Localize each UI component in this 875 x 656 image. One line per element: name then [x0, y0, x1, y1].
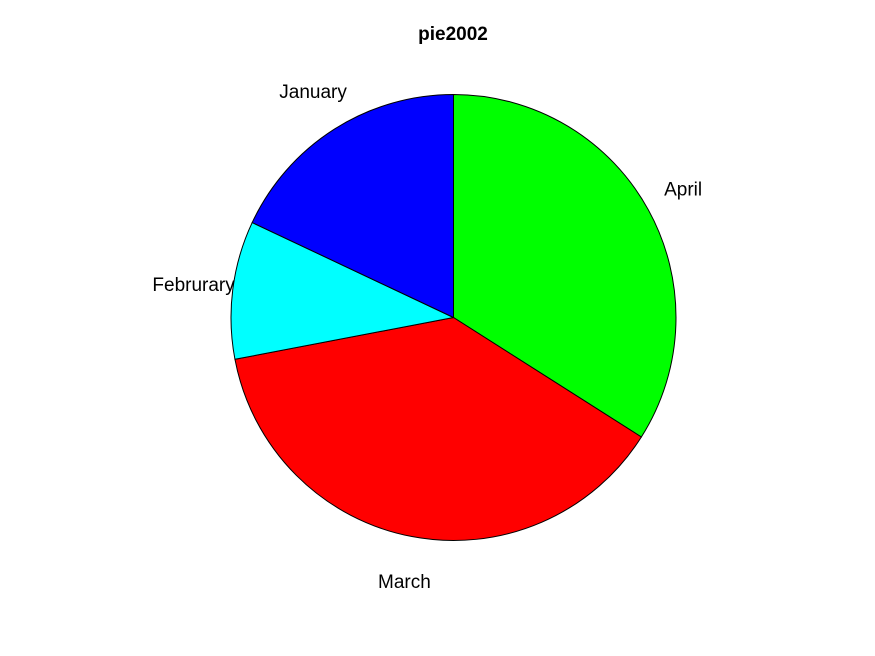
slice-label-january: January	[279, 82, 347, 103]
pie-labels: April March Februrary January	[152, 82, 702, 593]
slice-label-march: March	[378, 572, 431, 593]
slice-april	[453, 93, 677, 438]
chart-title: pie2002	[418, 24, 488, 45]
slice-label-april: April	[664, 179, 702, 200]
slice-februrary	[230, 221, 456, 360]
slice-january	[251, 93, 454, 319]
pie-slices	[230, 93, 677, 541]
slice-march	[234, 316, 643, 541]
slice-label-februrary: Februrary	[152, 275, 235, 296]
